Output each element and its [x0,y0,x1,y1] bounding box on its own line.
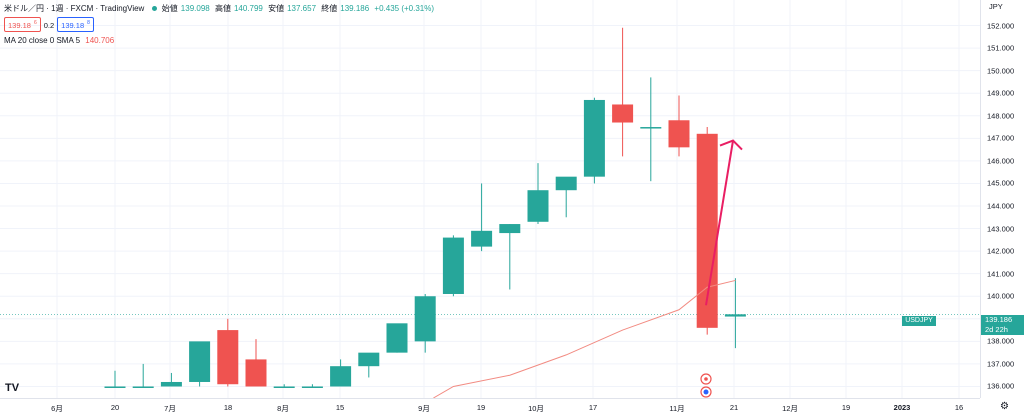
price-tick: 152.000 [987,21,1015,30]
tradingview-logo[interactable]: TV [5,382,20,394]
candle-body [160,381,182,387]
time-tick: 15 [335,403,345,412]
open-value: 139.098 [180,4,210,13]
last-price-value: 139.186 [985,315,1013,324]
time-tick: 19 [476,403,486,412]
ohlc-legend: 米ドル／円 · 1週 · FXCM · TradingView 始値 139.09… [4,3,437,14]
time-tick: 17 [588,403,598,412]
candle-body [358,352,380,367]
time-tick: 9月 [418,404,430,413]
candle-body [217,330,239,385]
close-value: 139.186 [340,4,370,13]
time-axis[interactable]: 6月 20 7月 18 8月 15 9月 19 10月 17 11月 21 12月 19 2023 16 [0,398,980,417]
close-label: 終値 [321,4,338,13]
symbol-price-label: USDJPY [902,316,936,326]
event-icon-us-fill [703,389,709,395]
price-tick: 140.000 [987,291,1015,301]
price-tick: 138.000 [987,336,1015,346]
price-tick: 143.000 [987,224,1015,234]
price-tick: 149.000 [987,88,1015,98]
time-tick: 18 [223,403,233,412]
trend-arrow-head[interactable] [719,139,743,151]
candle-body [330,366,352,387]
candle-body [245,359,267,387]
candle-body [640,127,662,129]
candle-body [583,99,605,177]
price-tick: 136.000 [987,381,1015,391]
low-label: 安値 [268,4,285,13]
candle-body [386,323,408,353]
candle-body [273,386,295,388]
time-tick: 6月 [51,404,63,413]
market-status-icon [151,6,157,12]
time-tick: 7月 [164,404,176,413]
candle-body [301,386,323,388]
buy-button[interactable]: 139.18 8 [57,17,94,32]
indicator-legend[interactable]: MA 20 close 0 SMA 5 140.706 [4,36,117,45]
low-value: 137.657 [287,4,317,13]
high-value: 140.799 [233,4,263,13]
time-tick: 20 [110,403,120,412]
trade-buttons: 139.18 6 0.2 139.18 8 [4,17,97,32]
indicator-label: MA 20 close 0 SMA 5 [4,36,81,45]
high-label: 高値 [214,4,231,13]
buy-price-sup: 8 [87,20,90,26]
event-icon-japan-dot [704,377,708,381]
candle-body [442,237,464,294]
chart-area[interactable]: 米ドル／円 · 1週 · FXCM · TradingView 始値 139.09… [0,0,980,398]
buy-price: 139.18 [61,20,85,30]
time-tick: 21 [729,403,739,412]
price-tick: 148.000 [987,111,1015,121]
price-tick: 142.000 [987,246,1015,256]
time-tick: 2023 [893,403,911,412]
currency-label: JPY [989,2,1003,11]
time-tick: 8月 [277,404,289,413]
open-label: 始値 [161,4,178,13]
candle-body [499,224,521,234]
price-tick: 141.000 [987,269,1015,279]
bar-countdown: 2d 22h [985,325,1008,334]
trend-arrow-shaft[interactable] [705,140,734,306]
time-tick: 12月 [782,404,798,413]
time-tick: 11月 [669,404,685,413]
spread-value: 0.2 [43,20,55,30]
candle-body [527,190,549,222]
candle-body [612,104,634,123]
time-tick: 10月 [528,404,544,413]
candle-body [189,341,211,382]
indicator-value: 140.706 [85,36,115,45]
price-tick: 144.000 [987,201,1015,211]
change-value: +0.435 (+0.31%) [374,4,435,13]
price-axis[interactable]: JPY 152.000 151.000 150.000 149.000 148.000 1… [980,0,1024,398]
price-tick: 150.000 [987,66,1015,76]
candle-body [104,386,126,388]
candle-body [724,314,746,317]
price-tick: 147.000 [987,133,1015,143]
ma-line [433,279,736,398]
sell-price: 139.18 [8,20,31,30]
sell-price-sup: 6 [33,20,37,26]
time-tick: 19 [841,403,851,412]
symbol-title: 米ドル／円 · 1週 · FXCM · TradingView [4,4,145,13]
candle-body [696,133,718,328]
price-tick: 145.000 [987,178,1015,188]
candle-body [555,176,577,191]
candle-body [668,120,690,148]
gear-icon[interactable]: ⚙ [1000,401,1009,412]
last-price-label: 139.186 2d 22h [981,315,1024,335]
price-tick: 137.000 [987,359,1015,369]
price-tick: 151.000 [987,43,1015,53]
candle-body [132,386,154,388]
candle-body [471,230,493,247]
candle-body [414,296,436,342]
candlestick-chart[interactable] [0,0,980,398]
sell-button[interactable]: 139.18 6 [4,17,41,32]
price-tick: 146.000 [987,156,1015,166]
time-tick: 16 [954,403,964,412]
